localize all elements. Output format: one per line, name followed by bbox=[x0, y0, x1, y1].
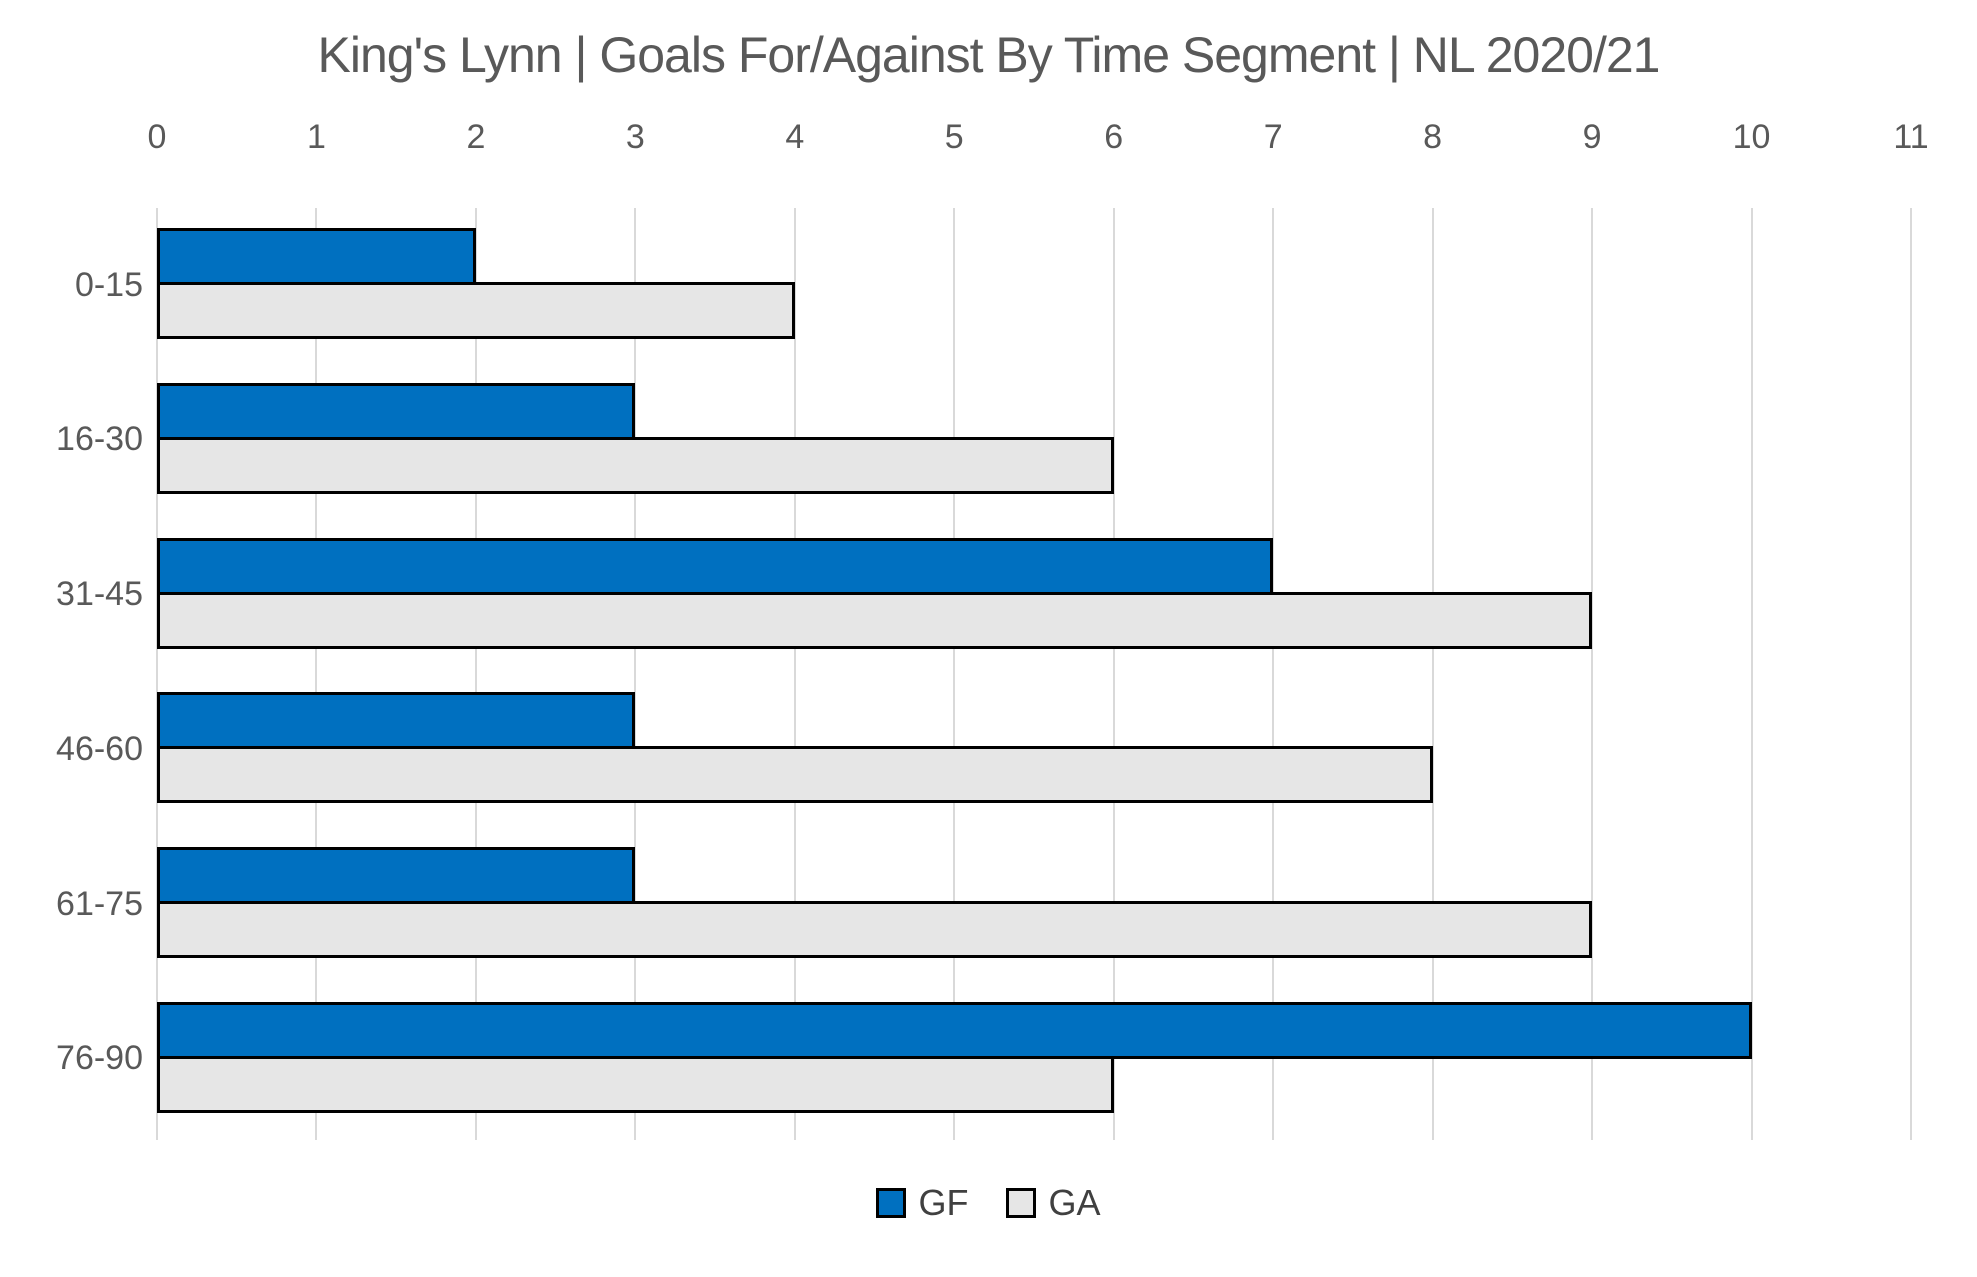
gridline-1 bbox=[315, 208, 318, 1140]
y-axis-labels: 0-15 16-30 31-45 46-60 61-75 76-90 bbox=[0, 228, 143, 1116]
y-label-31-45: 31-45 bbox=[56, 575, 143, 614]
legend: GF GA bbox=[0, 1182, 1977, 1224]
legend-swatch-ga bbox=[1006, 1188, 1037, 1218]
ga-bar-16-30 bbox=[157, 436, 1114, 494]
gf-bar-46-60 bbox=[157, 692, 636, 750]
gridline-9 bbox=[1591, 208, 1594, 1140]
gridline-11 bbox=[1910, 208, 1912, 1140]
x-tick-label-10: 10 bbox=[1732, 118, 1771, 156]
gridline-2 bbox=[474, 208, 477, 1140]
x-tick-label-6: 6 bbox=[1104, 118, 1124, 156]
x-tick-label-0: 0 bbox=[147, 118, 167, 156]
legend-label-ga: GA bbox=[1048, 1182, 1101, 1223]
x-tick-label-5: 5 bbox=[944, 118, 964, 156]
y-label-0-15: 0-15 bbox=[74, 265, 143, 304]
gf-bar-76-90 bbox=[157, 1001, 1752, 1059]
x-tick-label-1: 1 bbox=[306, 118, 326, 156]
legend-item-ga: GA bbox=[1006, 1182, 1101, 1224]
ga-bar-0-15 bbox=[157, 282, 795, 339]
gf-bar-31-45 bbox=[157, 537, 1274, 595]
ga-bar-76-90 bbox=[157, 1055, 1114, 1113]
gridline-0 bbox=[156, 208, 158, 1140]
legend-item-gf: GF bbox=[876, 1182, 968, 1224]
bar-group-61-75 bbox=[157, 847, 1911, 961]
gridline-10 bbox=[1750, 208, 1753, 1140]
gridline-5 bbox=[953, 208, 956, 1140]
x-tick-label-11: 11 bbox=[1893, 118, 1929, 156]
plot-area bbox=[156, 208, 1912, 1140]
gf-bar-0-15 bbox=[157, 228, 476, 285]
bar-group-76-90 bbox=[157, 1001, 1911, 1116]
bar-group-46-60 bbox=[157, 692, 1911, 806]
ga-bar-61-75 bbox=[157, 901, 1593, 959]
ga-bar-46-60 bbox=[157, 746, 1433, 804]
y-label-76-90: 76-90 bbox=[56, 1039, 143, 1078]
bar-group-16-30 bbox=[157, 382, 1911, 497]
gf-bar-61-75 bbox=[157, 847, 636, 905]
gf-bar-16-30 bbox=[157, 382, 636, 440]
x-tick-label-8: 8 bbox=[1423, 118, 1443, 156]
chart-title: King's Lynn | Goals For/Against By Time … bbox=[317, 27, 1661, 83]
legend-label-gf: GF bbox=[918, 1182, 969, 1223]
gridline-3 bbox=[634, 208, 637, 1140]
gridline-6 bbox=[1112, 208, 1115, 1140]
x-tick-label-7: 7 bbox=[1263, 118, 1283, 156]
legend-swatch-gf bbox=[876, 1188, 907, 1218]
gridline-4 bbox=[793, 208, 796, 1140]
y-label-46-60: 46-60 bbox=[56, 729, 143, 768]
x-tick-label-2: 2 bbox=[466, 118, 486, 156]
ga-bar-31-45 bbox=[157, 591, 1593, 649]
gridline-7 bbox=[1272, 208, 1275, 1140]
x-tick-label-9: 9 bbox=[1582, 118, 1602, 156]
gridline-8 bbox=[1431, 208, 1434, 1140]
x-tick-label-3: 3 bbox=[625, 118, 645, 156]
x-tick-label-4: 4 bbox=[785, 118, 805, 156]
bar-rows bbox=[157, 228, 1911, 1116]
y-label-16-30: 16-30 bbox=[56, 420, 143, 459]
bar-group-0-15 bbox=[157, 228, 1911, 342]
x-axis: 0 1 2 3 4 5 6 7 8 9 10 11 bbox=[148, 118, 1929, 164]
bar-group-31-45 bbox=[157, 537, 1911, 652]
y-label-61-75: 61-75 bbox=[56, 884, 143, 923]
